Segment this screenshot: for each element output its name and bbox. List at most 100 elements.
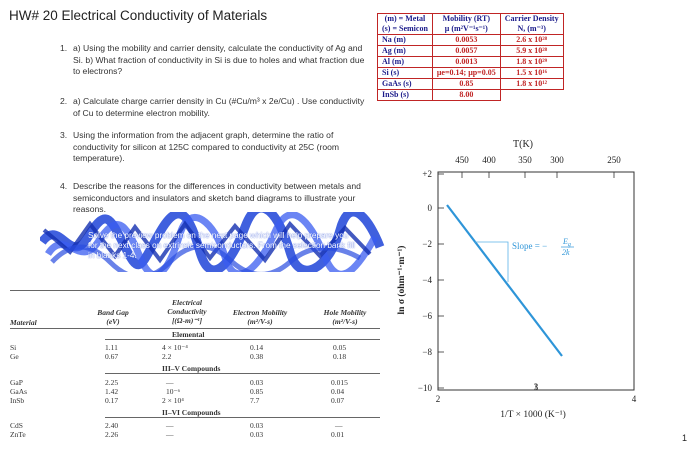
table-row: Si (s) μe=0.14; μp=0.05 1.5 x 10¹⁶ <box>377 67 564 79</box>
question-4: 4. Describe the reasons for the differen… <box>60 181 373 216</box>
density-cell: 1.8 x 10²⁹ <box>499 56 564 68</box>
x-tick-label: 2 <box>436 394 441 404</box>
header-material: Material <box>10 318 37 327</box>
slope-triangle <box>475 241 509 282</box>
cell-conductivity: — <box>166 430 174 439</box>
question-text: Describe the reasons for the differences… <box>73 181 361 215</box>
cell-material: InSb <box>10 396 25 405</box>
section-elemental: Elemental <box>172 330 205 339</box>
cell-hole-mobility: — <box>335 421 343 430</box>
question-text: a) Using the mobility and carrier densit… <box>73 43 365 77</box>
question-number: 2. <box>60 96 68 106</box>
y-tick-label: +2 <box>422 169 432 179</box>
y-tick-label: 0 <box>428 203 433 213</box>
mobility-cell: 0.0013 <box>431 56 501 68</box>
header-electron-mobility: Electron Mobility (m²/V-s) <box>232 308 288 326</box>
cell-electron-mobility: 0.03 <box>250 430 264 439</box>
section-ii-vi: II–VI Compounds <box>162 408 221 417</box>
x-tick-label: 3 <box>534 382 539 392</box>
material-cell: Ag (m) <box>377 45 433 57</box>
conductivity-line <box>446 204 563 357</box>
question-text: a) Calculate charge carrier density in C… <box>73 96 365 118</box>
top-ticks <box>461 172 615 178</box>
top-axis-label: T(K) <box>513 139 533 150</box>
question-2: 2. a) Calculate charge carrier density i… <box>60 96 373 119</box>
cell-electron-mobility: 0.03 <box>250 421 264 430</box>
x-ticks <box>437 384 635 390</box>
cell-conductivity: 10⁻⁶ <box>166 387 181 396</box>
material-cell: GaAs (s) <box>377 78 433 90</box>
table-row: Na (m) 0.0053 2.6 x 10²⁸ <box>377 34 564 46</box>
y-tick-label: −2 <box>422 239 432 249</box>
page-number: 1 <box>682 433 688 443</box>
cell-material: ZnTe <box>10 430 26 439</box>
section-iii-v: III–V Compounds <box>162 364 221 373</box>
header-cell: Carrier Density N, (m⁻³) <box>499 13 564 35</box>
question-text: Using the information from the adjacent … <box>73 130 340 164</box>
header-hole-mobility: Hole Mobility (m²/V-s) <box>323 308 367 326</box>
mobility-cell: μe=0.14; μp=0.05 <box>431 67 501 79</box>
header-cell: (m) = Metal (s) = Semicon <box>377 13 433 35</box>
scribble-overlay <box>40 212 385 272</box>
cell-conductivity: 2 × 10⁴ <box>162 396 184 405</box>
y-tick-label: −8 <box>422 347 432 357</box>
material-cell: Na (m) <box>377 34 433 46</box>
slope-numerator-subscript: g <box>568 242 571 248</box>
header-cell: Mobility (RT) μ (m²V⁻¹s⁻¹) <box>431 13 501 35</box>
cell-band-gap: 1.11 <box>105 343 118 352</box>
cell-material: GaAs <box>10 387 28 396</box>
material-cell: Si (s) <box>377 67 433 79</box>
question-number: 1. <box>60 43 68 53</box>
density-cell: 5.9 x 10²⁸ <box>499 45 564 57</box>
x-axis-label: 1/T × 1000 (K⁻¹) <box>500 409 566 420</box>
y-tick-label: −6 <box>422 311 432 321</box>
cell-conductivity: 2.2 <box>162 352 172 361</box>
cell-material: GaP <box>10 378 23 387</box>
cell-hole-mobility: 0.04 <box>331 387 345 396</box>
top-tick-label: 300 <box>550 155 564 165</box>
mobility-cell: 0.0053 <box>431 34 501 46</box>
table-row: Al (m) 0.0013 1.8 x 10²⁹ <box>377 56 564 68</box>
y-ticks <box>438 173 444 389</box>
cell-conductivity: — <box>166 378 174 387</box>
cell-hole-mobility: 0.07 <box>331 396 345 405</box>
cell-material: CdS <box>10 421 23 430</box>
top-tick-label: 400 <box>482 155 496 165</box>
property-table-header: (m) = Metal (s) = Semicon Mobility (RT) … <box>377 13 564 35</box>
cell-band-gap: 0.17 <box>105 396 119 405</box>
cell-band-gap: 0.67 <box>105 352 119 361</box>
x-tick-label: 4 <box>632 394 637 404</box>
material-cell: InSb (s) <box>377 89 433 101</box>
cell-band-gap: 2.26 <box>105 430 119 439</box>
plot-frame <box>437 171 635 391</box>
cell-band-gap: 2.40 <box>105 421 119 430</box>
slope-numerator-text: E <box>562 237 568 246</box>
density-cell <box>499 89 564 101</box>
slope-fraction-denominator: 2k <box>562 248 570 257</box>
density-cell: 1.8 x 10¹² <box>499 78 564 90</box>
cell-hole-mobility: 0.18 <box>333 352 347 361</box>
cell-conductivity: 4 × 10⁻⁴ <box>162 343 188 352</box>
property-table: (m) = Metal (s) = Semicon Mobility (RT) … <box>377 13 564 101</box>
cell-hole-mobility: 0.05 <box>333 343 347 352</box>
conductivity-graph: T(K) 450 400 350 300 250 +2 0 −2 −4 −6 −… <box>396 139 637 420</box>
cell-electron-mobility: 0.03 <box>250 378 264 387</box>
header-conductivity: Electrical Conductivity [(Ω-m)⁻¹] <box>167 298 207 325</box>
y-tick-label: −10 <box>418 383 433 393</box>
scribbled-instructions: Solve the preview problem on the next pa… <box>88 231 356 260</box>
slope-fraction-numerator: Eg <box>562 237 571 248</box>
question-number: 4. <box>60 181 68 191</box>
cell-electron-mobility: 0.38 <box>250 352 264 361</box>
mobility-cell: 0.85 <box>431 78 501 90</box>
slope-label: Slope = − <box>512 241 547 251</box>
top-tick-label: 450 <box>455 155 469 165</box>
table-row: InSb (s) 8.00 <box>377 89 564 101</box>
question-1: 1. a) Using the mobility and carrier den… <box>60 43 373 78</box>
table-row: Ag (m) 0.0057 5.9 x 10²⁸ <box>377 45 564 57</box>
top-tick-label: 350 <box>518 155 532 165</box>
question-3: 3. Using the information from the adjace… <box>60 130 373 165</box>
header-band-gap: Band Gap (eV) <box>97 308 129 326</box>
page-title: HW# 20 Electrical Conductivity of Materi… <box>9 8 268 23</box>
cell-band-gap: 2.25 <box>105 378 119 387</box>
cell-material: Ge <box>10 352 19 361</box>
